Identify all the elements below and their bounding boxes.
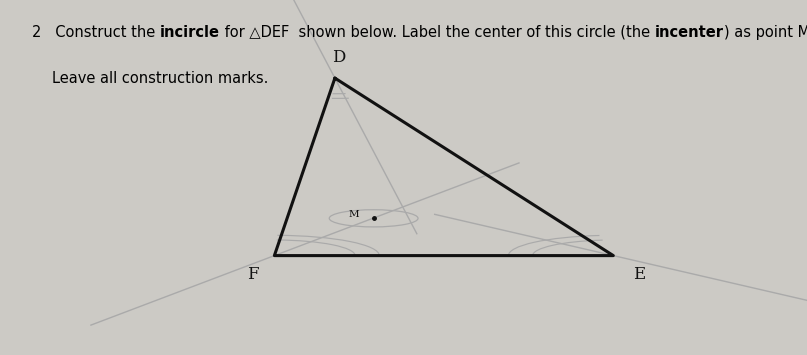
Text: incircle: incircle (160, 25, 220, 40)
Text: D: D (332, 49, 345, 66)
Text: M: M (349, 210, 359, 219)
Text: incenter: incenter (655, 25, 724, 40)
Text: ) as point M.: ) as point M. (724, 25, 807, 40)
Text: for △DEF  shown below. Label the center of this circle (the: for △DEF shown below. Label the center o… (220, 25, 655, 40)
Text: F: F (247, 266, 258, 283)
Text: 2   Construct the: 2 Construct the (32, 25, 160, 40)
Text: E: E (633, 266, 646, 283)
Text: Leave all construction marks.: Leave all construction marks. (52, 71, 269, 86)
